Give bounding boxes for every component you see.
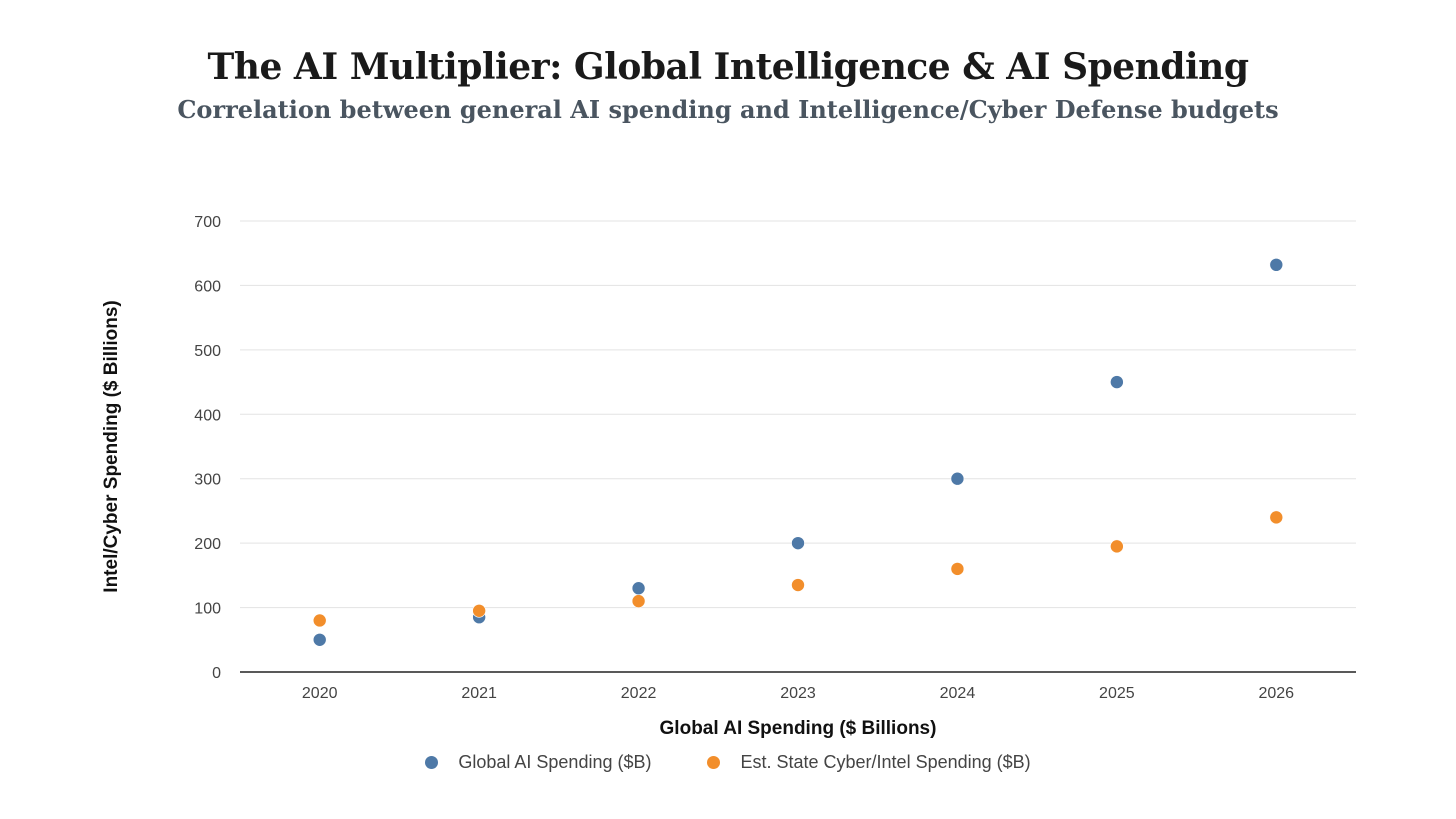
data-point[interactable] (472, 603, 486, 618)
x-tick-label: 2024 (940, 685, 976, 702)
chart-subtitle: Correlation between general AI spending … (177, 95, 1279, 124)
data-point[interactable] (791, 536, 805, 550)
data-points (312, 258, 1284, 647)
legend-swatch-global-ai (425, 756, 439, 769)
data-point[interactable] (791, 578, 805, 592)
y-tick-label: 100 (194, 601, 221, 618)
legend-item-global-ai[interactable]: Global AI Spending ($B) (425, 752, 651, 773)
y-tick-label: 500 (194, 343, 221, 360)
y-tick-label: 0 (212, 665, 221, 682)
grid-lines (240, 220, 1356, 609)
series-1 (312, 510, 1284, 628)
data-point[interactable] (312, 632, 327, 647)
legend-item-state-cyber-intel[interactable]: Est. State Cyber/Intel Spending ($B) (707, 752, 1031, 773)
data-point[interactable] (631, 581, 646, 596)
y-tick-label: 600 (194, 278, 221, 295)
chart-title: The AI Multiplier: Global Intelligence &… (207, 46, 1249, 88)
x-tick-label: 2025 (1099, 685, 1135, 702)
y-tick-label: 200 (194, 536, 221, 553)
x-axis-title: Global AI Spending ($ Billions) (660, 718, 937, 739)
y-tick-label: 700 (194, 214, 221, 231)
y-tick-label: 300 (194, 472, 221, 489)
data-point[interactable] (1110, 539, 1124, 554)
y-axis-ticks: 0 100 200 300 400 500 600 700 (194, 214, 221, 682)
x-tick-label: 2021 (461, 685, 497, 702)
data-point[interactable] (312, 613, 327, 628)
legend-swatch-state-cyber-intel (707, 756, 721, 769)
data-point[interactable] (950, 562, 965, 576)
x-tick-label: 2023 (780, 685, 816, 702)
x-axis-ticks: 2020 2021 2022 2023 2024 2025 2026 (302, 685, 1294, 702)
y-tick-label: 400 (194, 407, 221, 424)
legend-label-state-cyber-intel: Est. State Cyber/Intel Spending ($B) (740, 752, 1031, 772)
chart-legend: Global AI Spending ($B) Est. State Cyber… (0, 752, 1456, 773)
legend-label-global-ai: Global AI Spending ($B) (458, 752, 652, 772)
data-point[interactable] (1110, 375, 1124, 389)
data-point[interactable] (1269, 258, 1284, 272)
data-point[interactable] (950, 471, 965, 486)
x-tick-label: 2020 (302, 685, 338, 702)
data-point[interactable] (1269, 510, 1284, 525)
data-point[interactable] (631, 594, 646, 608)
y-axis-title: Intel/Cyber Spending ($ Billions) (101, 300, 122, 592)
x-tick-label: 2026 (1258, 685, 1294, 702)
x-tick-label: 2022 (621, 685, 657, 702)
